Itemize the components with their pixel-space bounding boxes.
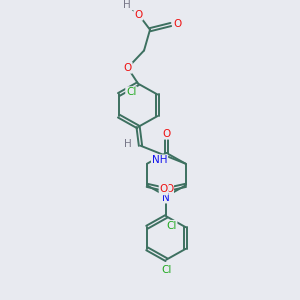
Text: H: H (123, 1, 131, 10)
Text: O: O (165, 184, 173, 194)
Text: Cl: Cl (161, 265, 172, 275)
Text: O: O (134, 10, 142, 20)
Text: Cl: Cl (166, 221, 177, 231)
Text: O: O (162, 129, 170, 139)
Text: O: O (173, 19, 182, 29)
Text: NH: NH (152, 155, 167, 165)
Text: Cl: Cl (126, 87, 136, 97)
Text: O: O (124, 63, 132, 73)
Text: O: O (160, 184, 168, 194)
Text: N: N (163, 193, 170, 202)
Text: H: H (124, 139, 132, 149)
